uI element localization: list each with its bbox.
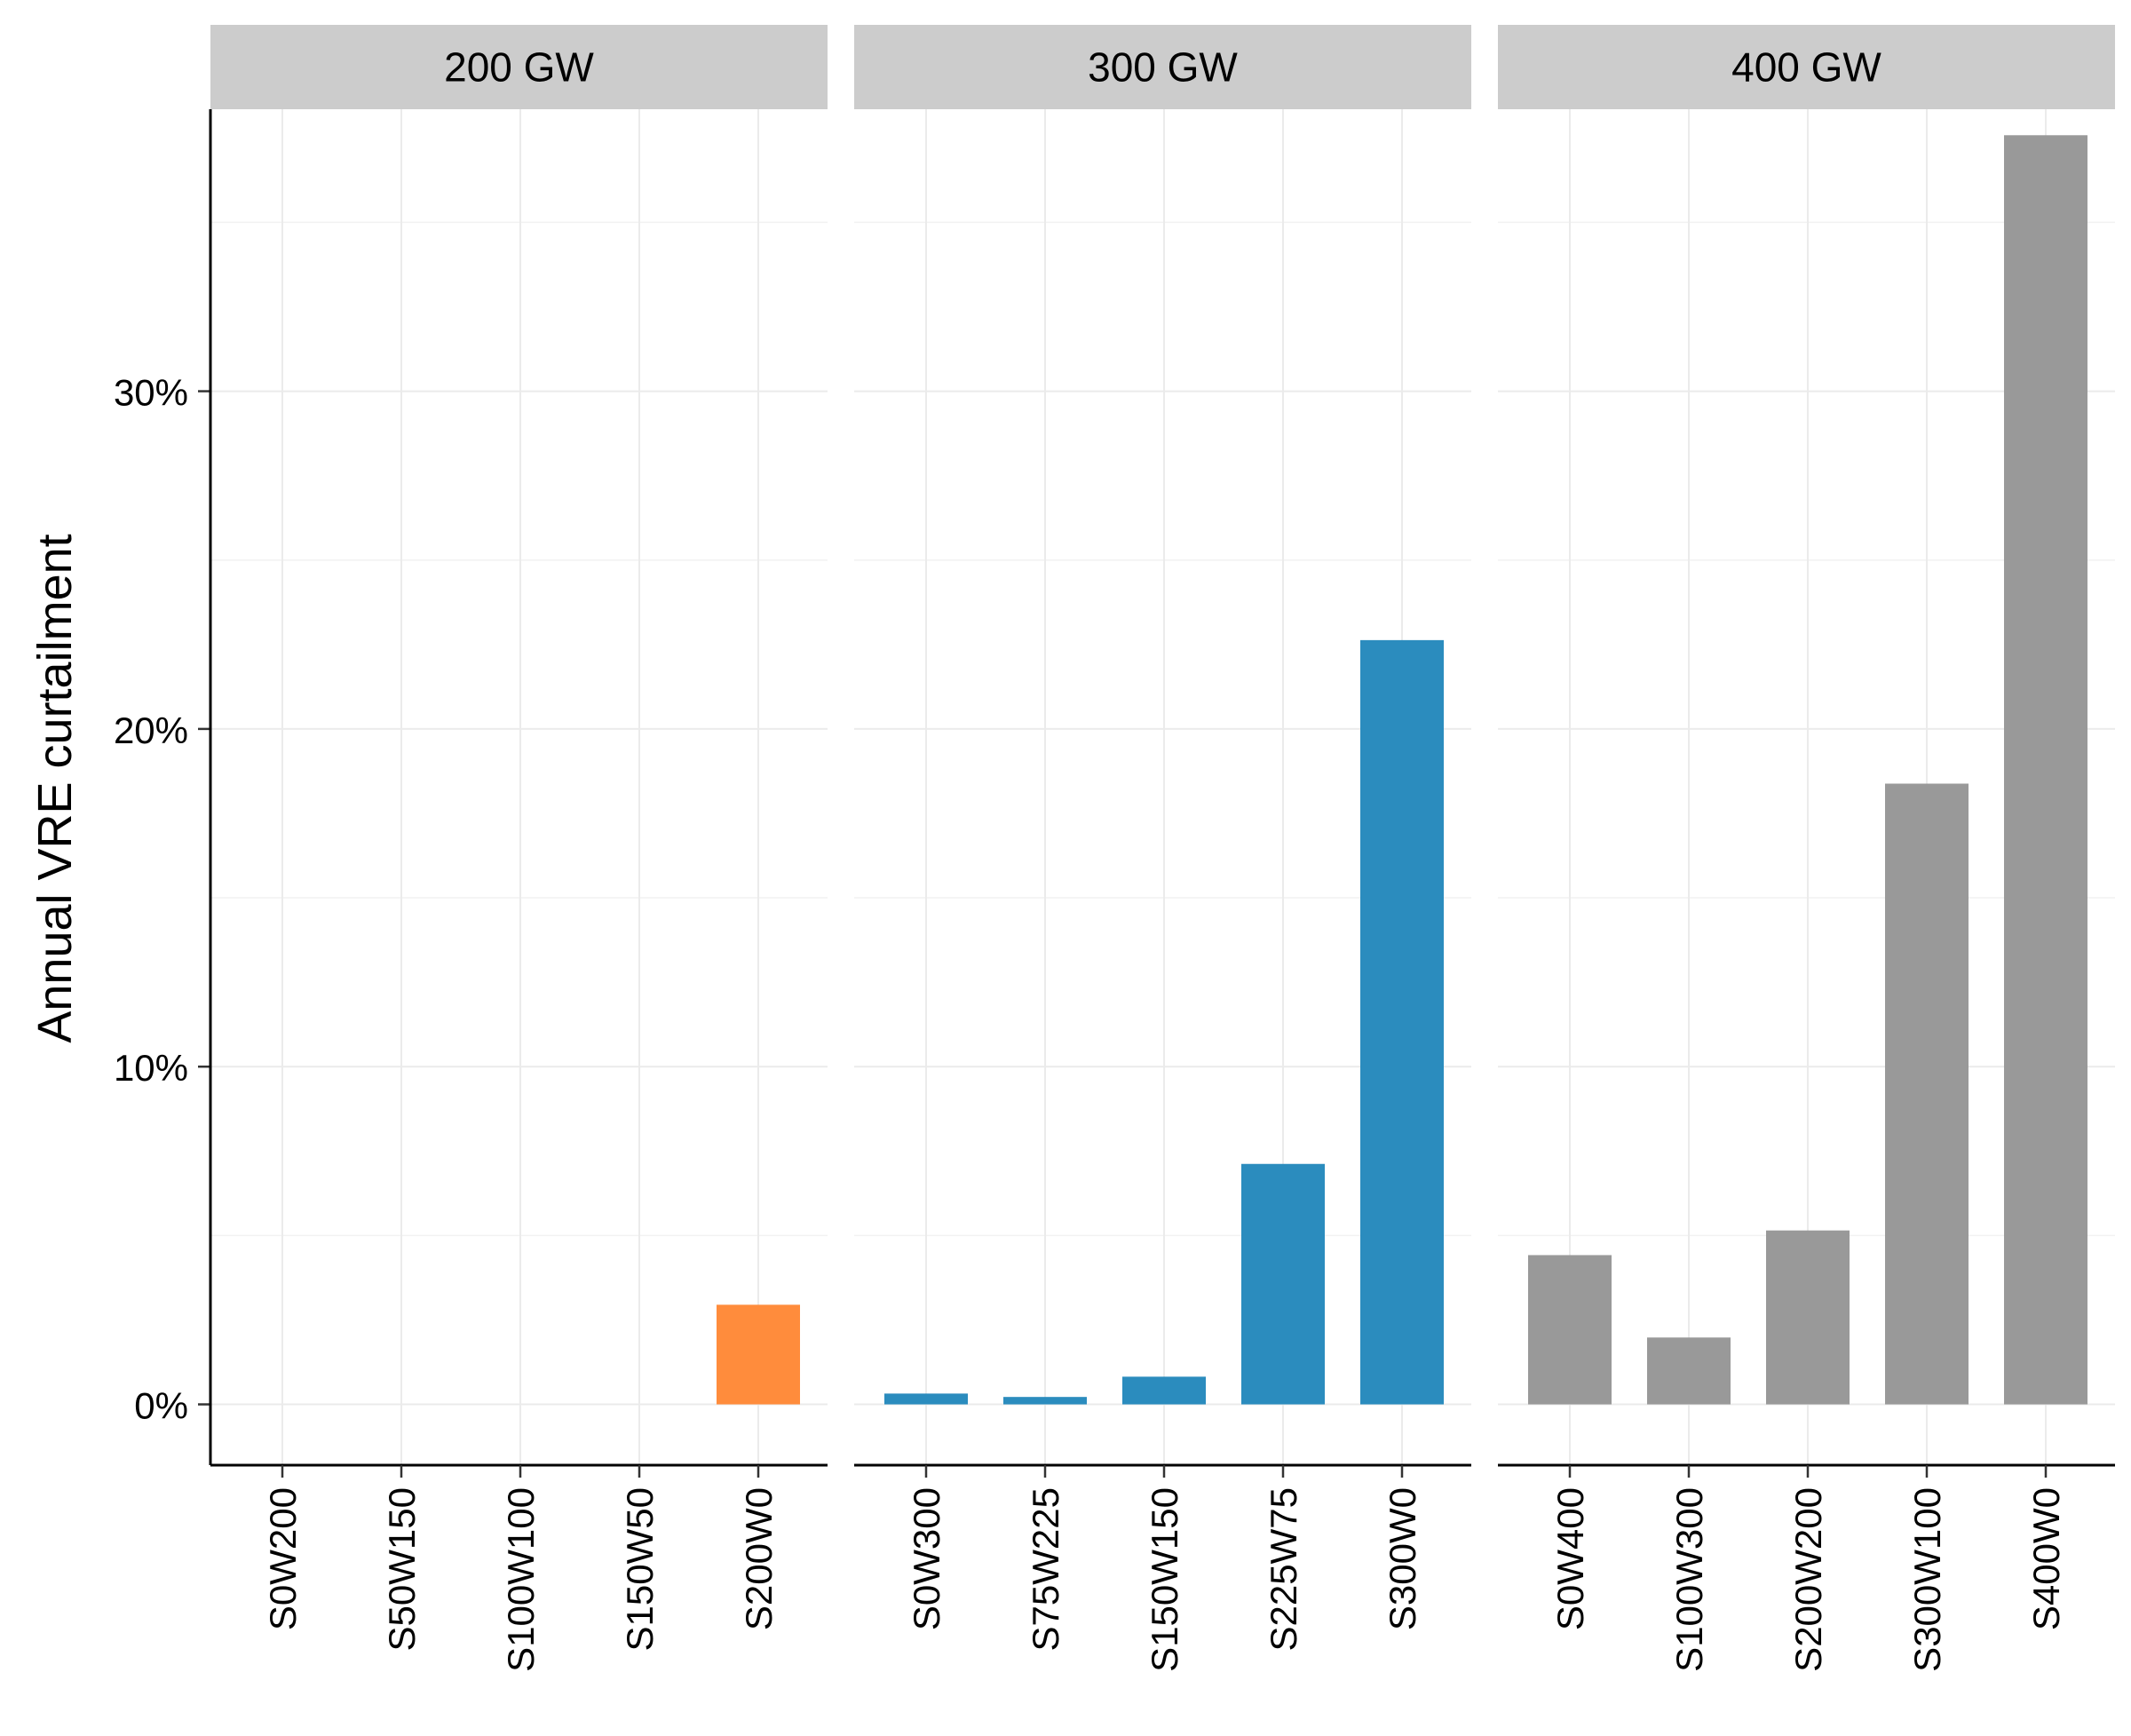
bar: [1885, 783, 1969, 1405]
bar: [1360, 639, 1444, 1405]
x-tick-label: S300W100: [1906, 1487, 1948, 1672]
bar: [1241, 1163, 1325, 1405]
y-tick-label: 0%: [134, 1385, 188, 1427]
bar: [1122, 1376, 1206, 1405]
x-tick-label: S0W400: [1549, 1487, 1591, 1630]
x-tick-label: S200W0: [738, 1487, 780, 1630]
y-tick-label: 10%: [114, 1047, 188, 1089]
x-tick-label: S50W150: [381, 1487, 423, 1651]
x-tick-label: S225W75: [1263, 1487, 1304, 1651]
facet-strip-label: 200 GW: [444, 44, 594, 91]
facet-strip: [854, 25, 1471, 109]
bar: [717, 1304, 800, 1405]
bar: [1003, 1397, 1087, 1405]
x-tick-label: S0W200: [262, 1487, 304, 1630]
bar: [1766, 1230, 1850, 1405]
bar: [884, 1393, 968, 1405]
facet-panel: 400 GW S0W400 S100W300 S200W200 S300W100 S400…: [1498, 25, 2115, 1672]
x-tick-label: S100W300: [1668, 1487, 1710, 1672]
x-tick-label: S300W0: [1382, 1487, 1423, 1630]
facet-strip: [210, 25, 828, 109]
bar: [2004, 135, 2087, 1405]
y-tick-label: 20%: [114, 709, 188, 751]
facet-panel: 300 GW S0W300 S75W225 S150W150 S225W75 S300W0: [854, 25, 1471, 1672]
facet-panel: 200 GW S0W200 S50W150 S100W100 S150W50 S200W0: [209, 25, 828, 1672]
x-tick-label: S150W50: [619, 1487, 661, 1651]
bar: [1647, 1337, 1731, 1405]
x-tick-label: S75W225: [1025, 1487, 1066, 1651]
y-tick-label: 30%: [114, 372, 188, 414]
x-tick-label: S150W150: [1144, 1487, 1185, 1672]
facet-strip-label: 300 GW: [1088, 44, 1238, 91]
bar: [1528, 1255, 1612, 1405]
x-tick-label: S100W100: [500, 1487, 542, 1672]
y-axis-label: Annual VRE curtailment: [28, 534, 82, 1042]
x-tick-label: S200W200: [1787, 1487, 1829, 1672]
facet-strip-label: 400 GW: [1731, 44, 1881, 91]
x-tick-label: S400W0: [2025, 1487, 2067, 1630]
x-tick-label: S0W300: [906, 1487, 947, 1630]
facet-strip: [1498, 25, 2115, 109]
